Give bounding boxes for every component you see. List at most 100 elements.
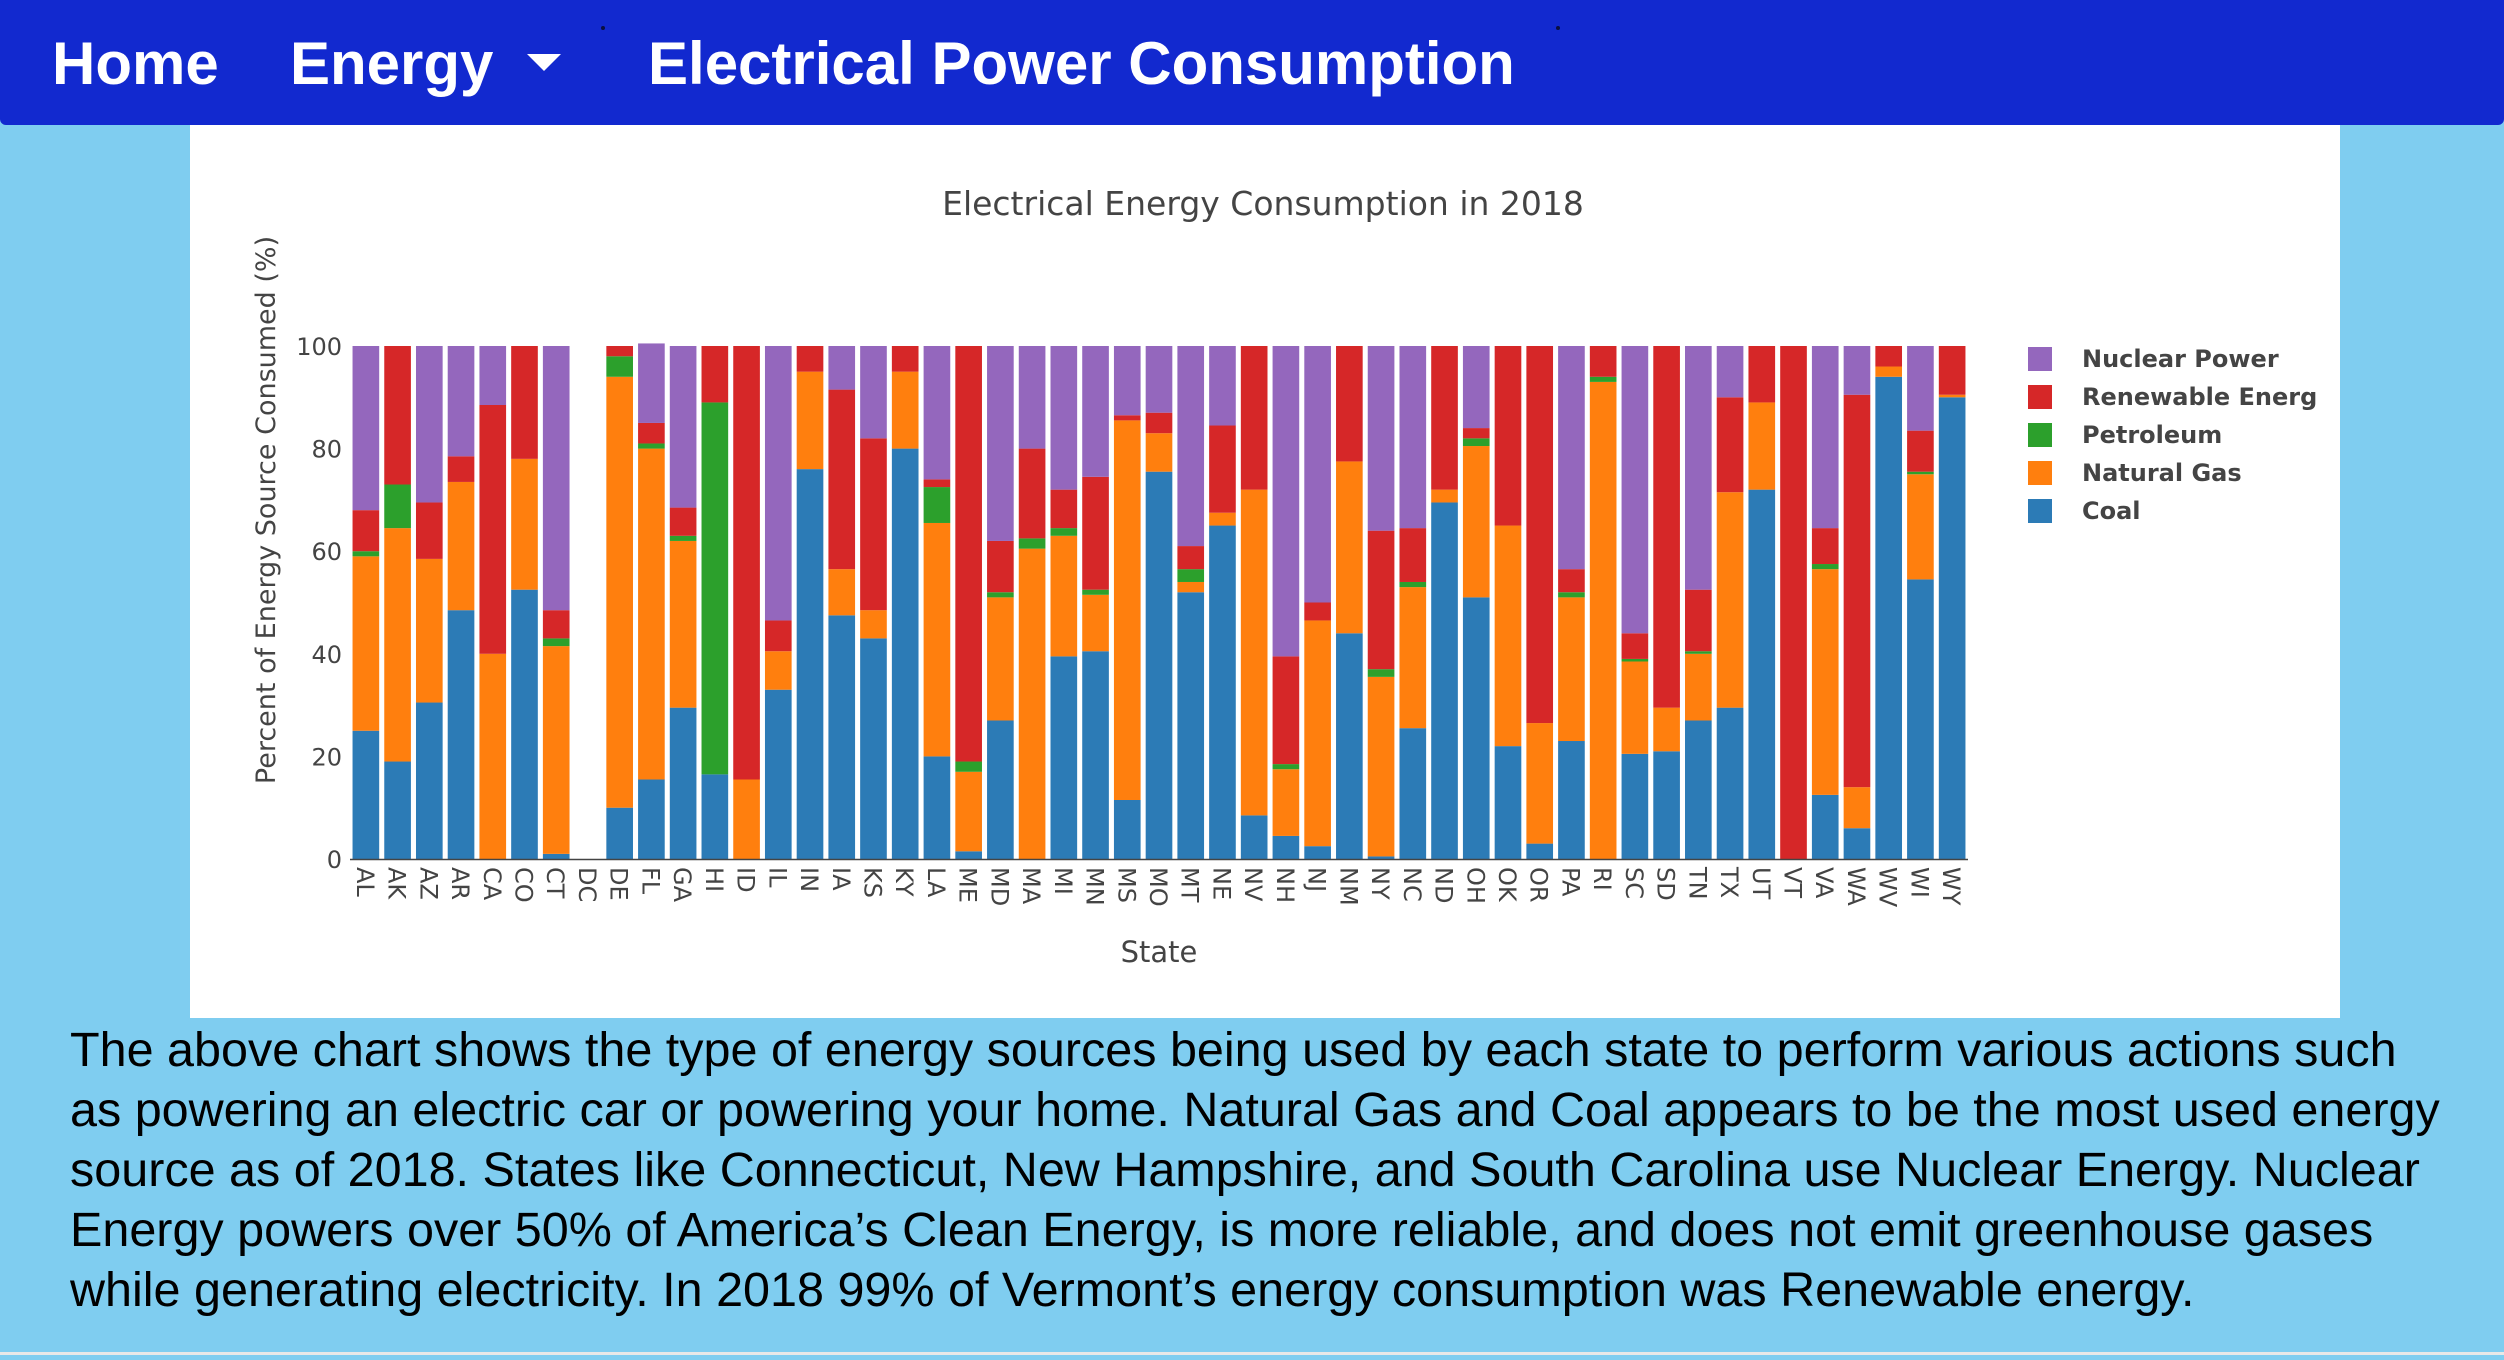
- bar-nm-natural-gas[interactable]: [1336, 461, 1363, 634]
- bar-va-renewable-energ[interactable]: [1811, 528, 1839, 565]
- bar-ne-nuclear-power[interactable]: [1209, 346, 1236, 426]
- bar-ar-nuclear-power[interactable]: [447, 346, 475, 457]
- bar-ok-renewable-energ[interactable]: [1494, 346, 1522, 526]
- bar-ma-renewable-energ[interactable]: [1018, 448, 1046, 539]
- bar-hi-renewable-energ[interactable]: [701, 346, 729, 403]
- bar-az-natural-gas[interactable]: [415, 558, 443, 703]
- bar-ma-natural-gas[interactable]: [1018, 548, 1046, 859]
- bar-pa-coal[interactable]: [1558, 741, 1585, 859]
- bar-ny-natural-gas[interactable]: [1367, 676, 1395, 857]
- bar-nh-petroleum[interactable]: [1272, 764, 1300, 770]
- bar-ia-renewable-energ[interactable]: [828, 389, 856, 570]
- bar-ok-natural-gas[interactable]: [1494, 525, 1522, 747]
- bar-ga-nuclear-power[interactable]: [669, 346, 697, 508]
- bar-mn-nuclear-power[interactable]: [1082, 346, 1109, 477]
- bar-oh-coal[interactable]: [1462, 597, 1490, 859]
- bar-mn-natural-gas[interactable]: [1082, 594, 1109, 652]
- bar-nd-renewable-energ[interactable]: [1431, 346, 1458, 490]
- bar-nc-coal[interactable]: [1399, 728, 1427, 859]
- bar-pa-petroleum[interactable]: [1558, 592, 1585, 598]
- legend-swatch-petroleum[interactable]: [2028, 423, 2052, 447]
- legend-swatch-nuclear-power[interactable]: [2028, 347, 2052, 371]
- bar-al-natural-gas[interactable]: [352, 556, 380, 731]
- bar-sc-renewable-energ[interactable]: [1621, 633, 1649, 659]
- bar-ri-natural-gas[interactable]: [1589, 381, 1617, 859]
- bar-de-coal[interactable]: [606, 807, 633, 859]
- bar-mt-coal[interactable]: [1177, 592, 1205, 859]
- bar-tn-natural-gas[interactable]: [1685, 653, 1712, 721]
- bar-va-natural-gas[interactable]: [1811, 569, 1839, 795]
- bar-ct-renewable-energ[interactable]: [542, 610, 570, 639]
- bar-ms-natural-gas[interactable]: [1113, 420, 1141, 800]
- bar-nh-nuclear-power[interactable]: [1272, 346, 1300, 657]
- bar-nv-renewable-energ[interactable]: [1240, 346, 1268, 490]
- bar-va-nuclear-power[interactable]: [1811, 346, 1839, 529]
- bar-ia-natural-gas[interactable]: [828, 569, 856, 616]
- bar-ut-natural-gas[interactable]: [1748, 402, 1776, 490]
- bar-il-renewable-energ[interactable]: [764, 620, 792, 652]
- bar-wa-coal[interactable]: [1843, 828, 1871, 859]
- bar-ny-renewable-energ[interactable]: [1367, 530, 1395, 670]
- bar-ms-coal[interactable]: [1113, 800, 1141, 859]
- bar-md-petroleum[interactable]: [987, 592, 1014, 598]
- bar-mo-nuclear-power[interactable]: [1145, 346, 1173, 413]
- bar-co-natural-gas[interactable]: [511, 458, 538, 590]
- bar-oh-natural-gas[interactable]: [1462, 446, 1490, 598]
- bar-tn-petroleum[interactable]: [1685, 651, 1712, 654]
- bar-fl-renewable-energ[interactable]: [638, 422, 665, 444]
- bar-il-coal[interactable]: [764, 689, 792, 859]
- bar-ms-renewable-energ[interactable]: [1113, 415, 1141, 421]
- bar-ar-coal[interactable]: [447, 610, 475, 859]
- bar-pa-nuclear-power[interactable]: [1558, 346, 1585, 570]
- bar-ks-coal[interactable]: [860, 638, 887, 859]
- bar-fl-nuclear-power[interactable]: [638, 343, 665, 423]
- bar-sc-petroleum[interactable]: [1621, 658, 1649, 662]
- legend-swatch-coal[interactable]: [2028, 499, 2052, 523]
- bar-ia-coal[interactable]: [828, 615, 856, 859]
- bar-ky-natural-gas[interactable]: [891, 371, 919, 449]
- bar-ks-renewable-energ[interactable]: [860, 438, 887, 611]
- bar-ma-nuclear-power[interactable]: [1018, 346, 1046, 449]
- bar-al-nuclear-power[interactable]: [352, 346, 380, 511]
- bar-wv-renewable-energ[interactable]: [1875, 346, 1903, 367]
- bar-wa-natural-gas[interactable]: [1843, 787, 1871, 829]
- bar-co-renewable-energ[interactable]: [511, 346, 538, 459]
- bar-md-renewable-energ[interactable]: [987, 540, 1014, 593]
- bar-mn-coal[interactable]: [1082, 651, 1109, 859]
- bar-ak-renewable-energ[interactable]: [384, 346, 411, 485]
- bar-nc-petroleum[interactable]: [1399, 581, 1427, 588]
- bar-mi-natural-gas[interactable]: [1050, 535, 1078, 657]
- bar-ny-petroleum[interactable]: [1367, 669, 1395, 677]
- bar-tx-renewable-energ[interactable]: [1716, 397, 1744, 493]
- bar-or-renewable-energ[interactable]: [1526, 346, 1554, 724]
- bar-ok-coal[interactable]: [1494, 746, 1522, 859]
- bar-ks-natural-gas[interactable]: [860, 610, 887, 639]
- bar-nv-natural-gas[interactable]: [1240, 489, 1268, 816]
- bar-oh-petroleum[interactable]: [1462, 438, 1490, 447]
- bar-or-natural-gas[interactable]: [1526, 723, 1554, 844]
- bar-nd-coal[interactable]: [1431, 502, 1458, 859]
- bar-fl-petroleum[interactable]: [638, 443, 665, 449]
- bar-nc-nuclear-power[interactable]: [1399, 346, 1427, 529]
- bar-in-coal[interactable]: [796, 469, 824, 859]
- chevron-down-icon[interactable]: [527, 54, 561, 71]
- bar-wy-coal[interactable]: [1938, 397, 1966, 859]
- bar-co-coal[interactable]: [511, 589, 538, 859]
- bar-hi-coal[interactable]: [701, 774, 729, 859]
- legend-label-renewable-energ[interactable]: Renewable Energ: [2082, 383, 2317, 411]
- bar-me-natural-gas[interactable]: [955, 771, 982, 852]
- bar-nm-renewable-energ[interactable]: [1336, 346, 1363, 462]
- bar-nd-natural-gas[interactable]: [1431, 489, 1458, 503]
- nav-home-link[interactable]: Home: [52, 30, 219, 97]
- bar-az-coal[interactable]: [415, 702, 443, 859]
- bar-ms-nuclear-power[interactable]: [1113, 346, 1141, 416]
- legend-label-natural-gas[interactable]: Natural Gas: [2082, 459, 2242, 487]
- bar-al-coal[interactable]: [352, 730, 380, 859]
- bar-de-natural-gas[interactable]: [606, 376, 633, 808]
- bar-al-renewable-energ[interactable]: [352, 510, 380, 552]
- bar-mt-renewable-energ[interactable]: [1177, 546, 1205, 570]
- bar-tx-natural-gas[interactable]: [1716, 492, 1744, 708]
- bar-md-coal[interactable]: [987, 720, 1014, 859]
- bar-tn-nuclear-power[interactable]: [1685, 346, 1712, 590]
- bar-ut-coal[interactable]: [1748, 489, 1776, 859]
